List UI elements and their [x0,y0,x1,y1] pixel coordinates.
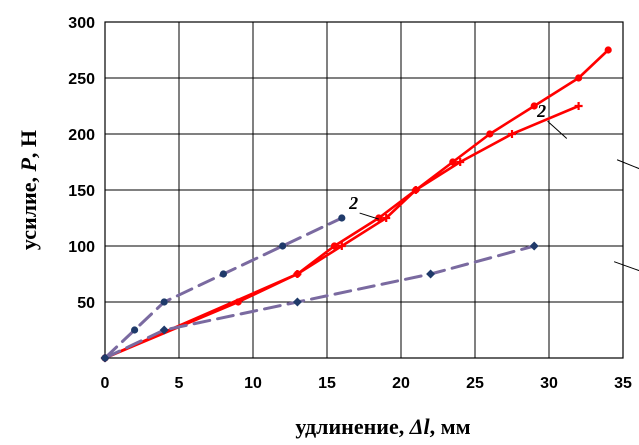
annotations: 2121 [348,101,639,272]
plot-frame [104,21,624,359]
annotation-leader [547,120,568,139]
series-1-point [330,242,338,250]
series-2-point [508,130,516,138]
series-2-point [456,158,465,166]
series-3-point [131,326,139,334]
annotation-leader [616,159,639,170]
series-1-point [449,158,457,166]
y-tick-label: 50 [77,295,95,312]
series-1-point [375,214,383,222]
y-tick-label: 200 [68,127,95,144]
y-tick-label: 250 [68,71,95,88]
y-axis-title-part: усилие, [16,172,41,251]
series-3-point [338,214,346,222]
y-tick-label: 150 [68,183,95,200]
series-1-point [486,130,494,138]
series-4-point [159,325,169,335]
series-1-point [575,74,583,82]
series-4-point [100,353,110,363]
annotation-label: 2 [536,101,546,121]
series-2-point [574,102,583,110]
x-tick-label: 15 [318,375,336,392]
series-2-point [382,214,391,222]
annotation-leader [613,261,639,272]
tick-labels: 0 5 10 15 20 25 30 35 50 100 150 200 250 300 [68,15,632,392]
grid [104,21,624,359]
series-layer [100,46,612,363]
x-tick-label: 20 [392,375,410,392]
series-3-point [279,242,287,250]
series-2-point [337,242,346,250]
series-3-point [160,298,168,306]
series-1-point [530,102,538,110]
annotation-leader [359,212,379,220]
x-tick-label: 10 [244,375,262,392]
x-tick-label: 30 [540,375,558,392]
annotation-label: 2 [348,193,358,213]
y-tick-label: 300 [68,15,95,32]
series-2 [101,102,583,362]
series-2-point [411,186,420,194]
x-axis-title: удлинение, Δl, мм [295,414,470,439]
y-axis-title-symbol: P [16,158,41,173]
series-4-point [292,297,302,307]
x-axis-title-part: удлинение, [295,414,409,439]
series-2-line [103,104,580,360]
x-tick-label: 5 [175,375,184,392]
series-2-point [293,270,302,278]
y-axis-title: усилие, P, Н [16,130,41,250]
y-axis-title-unit: , Н [16,130,41,158]
x-axis-title-unit: , мм [430,414,471,439]
series-3-point [219,270,227,278]
series-4-point [529,241,539,251]
x-axis-title-symbol: Δl [409,414,431,439]
x-tick-label: 35 [614,375,632,392]
series-4-point [426,269,436,279]
series-4 [100,241,539,363]
series-3-line [103,216,344,360]
series-3 [101,214,346,362]
series-1-point [604,46,612,54]
y-tick-label: 100 [68,239,95,256]
x-tick-label: 25 [466,375,484,392]
x-tick-label: 0 [101,375,110,392]
